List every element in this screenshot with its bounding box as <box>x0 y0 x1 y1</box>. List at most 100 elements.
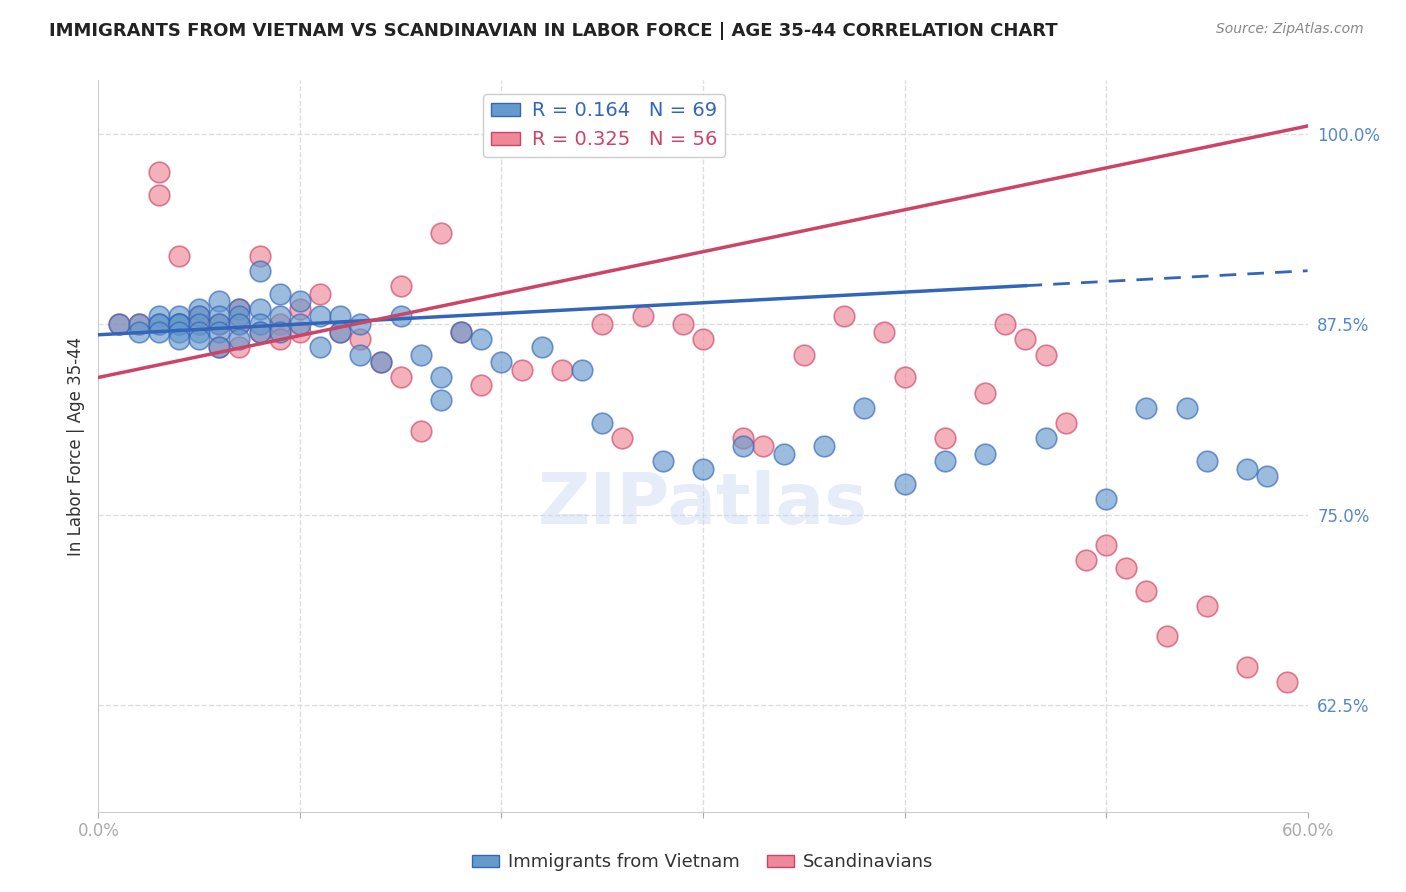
Point <box>249 317 271 331</box>
Point <box>208 317 231 331</box>
Point <box>853 401 876 415</box>
Point <box>733 439 755 453</box>
Point <box>288 325 311 339</box>
Point <box>1156 630 1178 644</box>
Point <box>994 317 1017 331</box>
Point <box>208 340 231 354</box>
Y-axis label: In Labor Force | Age 35-44: In Labor Force | Age 35-44 <box>66 336 84 556</box>
Point <box>128 317 150 331</box>
Point <box>1074 553 1097 567</box>
Point <box>551 363 574 377</box>
Point <box>349 332 371 346</box>
Point <box>167 317 190 331</box>
Point <box>349 317 371 331</box>
Point <box>188 325 211 339</box>
Point <box>269 325 291 339</box>
Point <box>1115 561 1137 575</box>
Point <box>1135 401 1157 415</box>
Legend: Immigrants from Vietnam, Scandinavians: Immigrants from Vietnam, Scandinavians <box>465 847 941 879</box>
Text: Source: ZipAtlas.com: Source: ZipAtlas.com <box>1216 22 1364 37</box>
Point <box>167 317 190 331</box>
Point <box>974 385 997 400</box>
Point <box>208 294 231 309</box>
Point <box>409 347 432 362</box>
Point <box>612 431 634 445</box>
Point <box>148 317 170 331</box>
Point <box>430 226 453 240</box>
Point <box>389 279 412 293</box>
Point <box>1256 469 1278 483</box>
Point <box>167 310 190 324</box>
Point <box>208 340 231 354</box>
Point <box>1035 347 1057 362</box>
Point <box>591 317 613 331</box>
Point <box>188 332 211 346</box>
Point <box>1014 332 1036 346</box>
Point <box>167 317 190 331</box>
Point <box>309 310 332 324</box>
Point <box>329 325 352 339</box>
Point <box>208 310 231 324</box>
Point <box>249 301 271 316</box>
Point <box>1277 675 1299 690</box>
Point <box>772 447 794 461</box>
Point <box>107 317 129 331</box>
Point <box>269 332 291 346</box>
Point <box>530 340 553 354</box>
Point <box>309 286 332 301</box>
Point <box>269 317 291 331</box>
Point <box>188 317 211 331</box>
Point <box>188 310 211 324</box>
Point <box>228 340 250 354</box>
Point <box>188 317 211 331</box>
Point <box>510 363 533 377</box>
Point <box>692 462 714 476</box>
Point <box>1236 462 1258 476</box>
Point <box>288 294 311 309</box>
Point <box>450 325 472 339</box>
Point <box>329 325 352 339</box>
Point <box>107 317 129 331</box>
Point <box>148 164 170 178</box>
Point <box>349 347 371 362</box>
Point <box>228 301 250 316</box>
Point <box>1236 660 1258 674</box>
Point <box>167 248 190 262</box>
Point <box>813 439 835 453</box>
Point <box>692 332 714 346</box>
Point <box>733 431 755 445</box>
Point <box>752 439 775 453</box>
Point <box>672 317 695 331</box>
Point <box>631 310 654 324</box>
Point <box>470 378 492 392</box>
Point <box>430 370 453 384</box>
Point <box>873 325 896 339</box>
Point <box>228 317 250 331</box>
Point <box>167 317 190 331</box>
Point <box>1035 431 1057 445</box>
Point <box>249 248 271 262</box>
Point <box>148 325 170 339</box>
Point <box>288 317 311 331</box>
Point <box>167 325 190 339</box>
Point <box>409 424 432 438</box>
Point <box>329 310 352 324</box>
Point <box>1175 401 1198 415</box>
Point <box>450 325 472 339</box>
Point <box>249 325 271 339</box>
Point <box>208 317 231 331</box>
Text: ZIPatlas: ZIPatlas <box>538 470 868 539</box>
Point <box>208 325 231 339</box>
Point <box>228 317 250 331</box>
Point <box>1054 416 1077 430</box>
Legend: R = 0.164   N = 69, R = 0.325   N = 56: R = 0.164 N = 69, R = 0.325 N = 56 <box>484 94 724 157</box>
Point <box>1135 583 1157 598</box>
Point <box>934 454 956 468</box>
Point <box>893 370 915 384</box>
Point <box>167 332 190 346</box>
Point <box>228 310 250 324</box>
Point <box>934 431 956 445</box>
Point <box>269 286 291 301</box>
Point <box>793 347 815 362</box>
Point <box>188 301 211 316</box>
